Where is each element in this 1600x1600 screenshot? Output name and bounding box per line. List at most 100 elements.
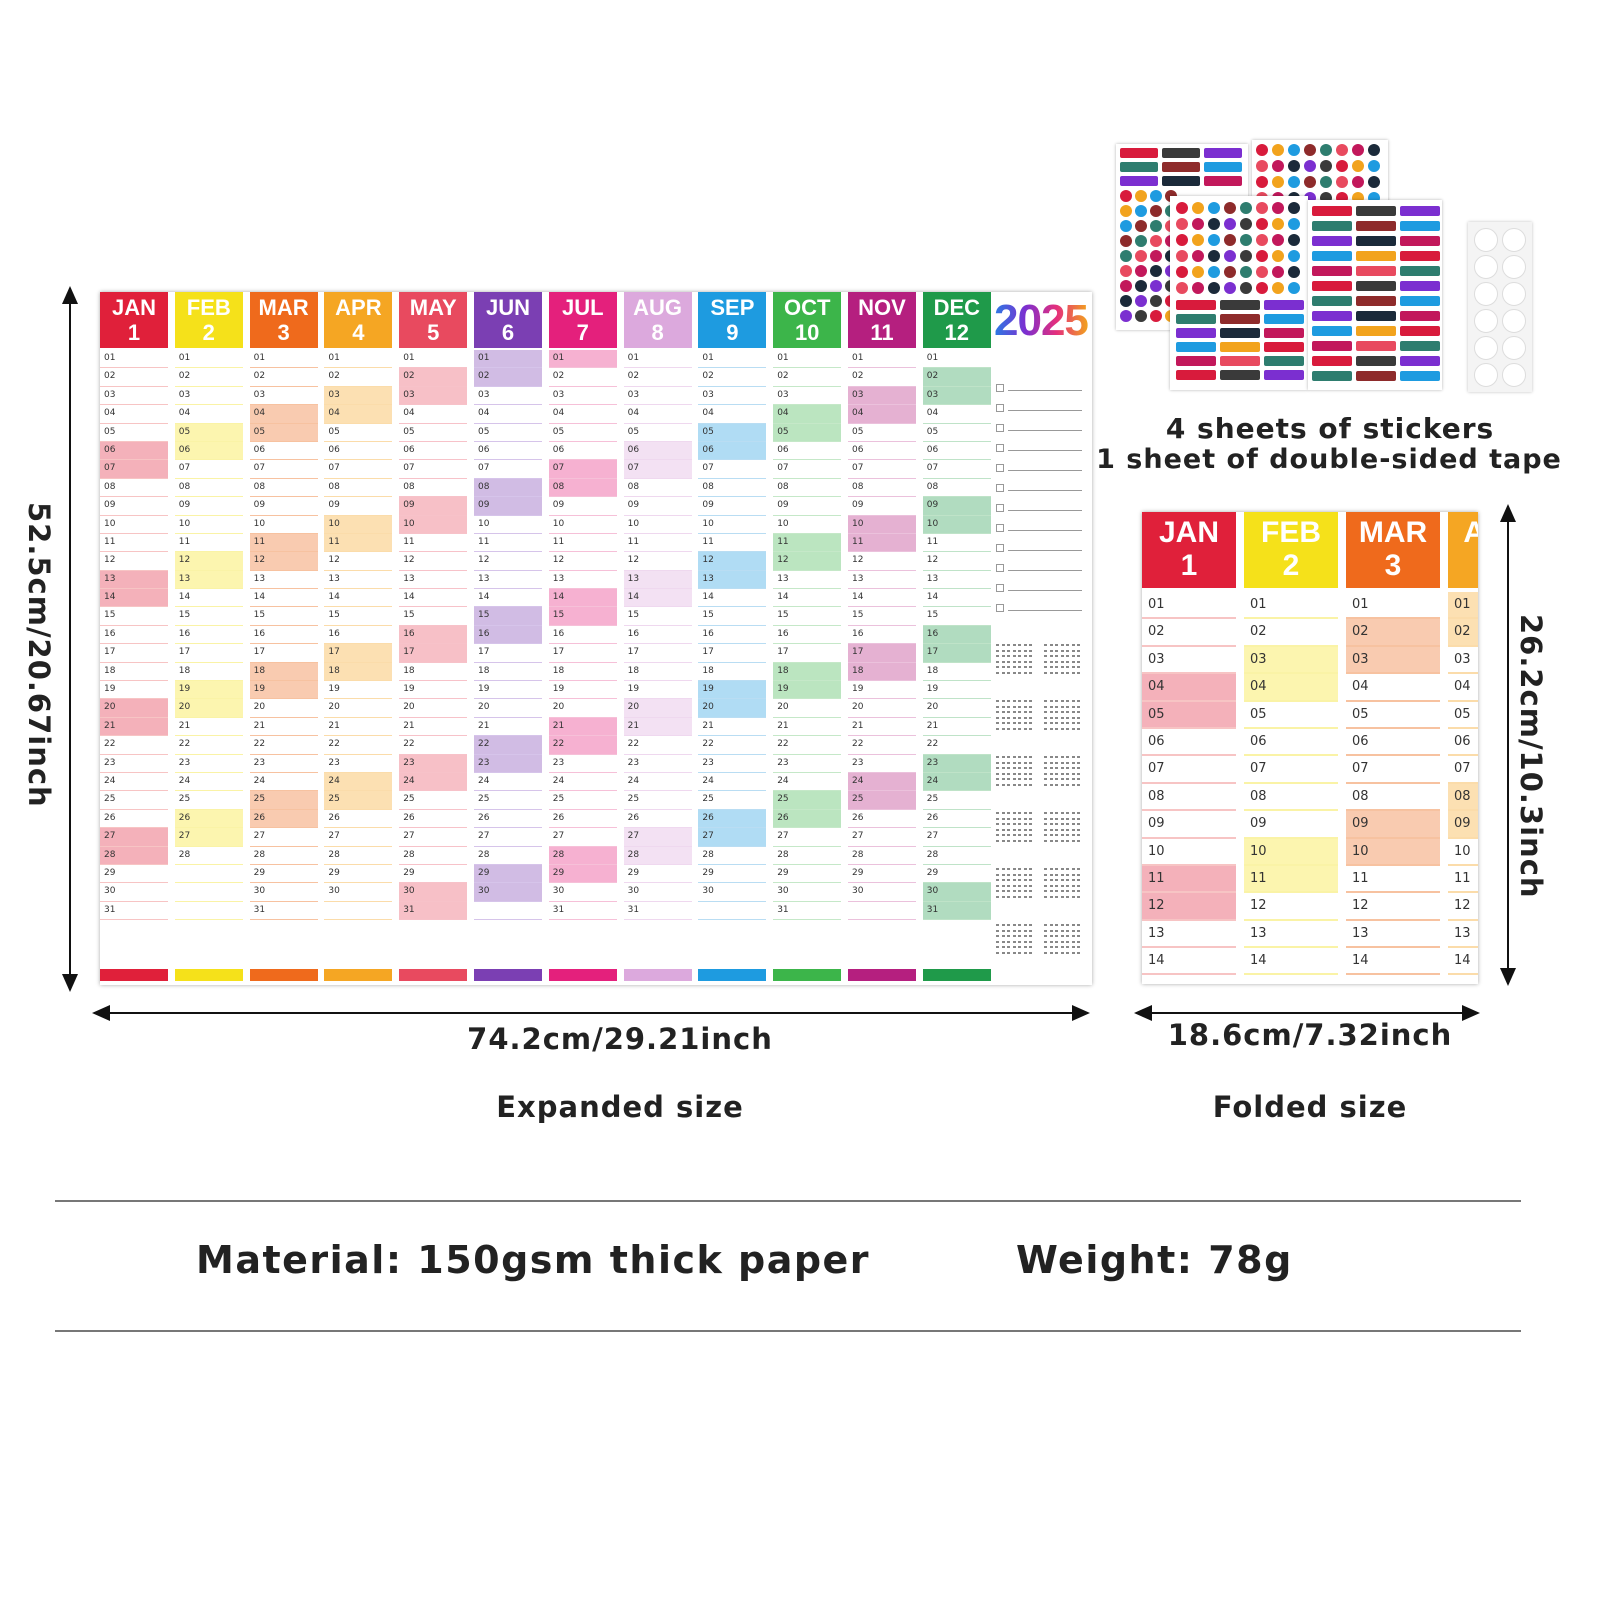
sticker-label xyxy=(1312,266,1352,276)
day-row: 31 xyxy=(773,902,842,921)
day-row: 18 xyxy=(174,663,243,682)
day-row: 28 xyxy=(773,847,842,865)
day-row: 05 xyxy=(1448,702,1478,729)
day-row: 08 xyxy=(548,478,617,498)
sticker-label xyxy=(1356,236,1396,246)
sticker-dot xyxy=(1224,202,1236,214)
month-column-jan: JAN 1 01 02 03 04 05 06 07 08 09 10 11 12 13 14 15 16 17 18… xyxy=(100,292,168,985)
day-row: 04 xyxy=(548,405,617,424)
month-footer-bar xyxy=(848,969,916,981)
sticker-dot xyxy=(1150,250,1162,262)
day-row: 08 xyxy=(848,479,916,498)
sticker-dot xyxy=(1150,190,1162,202)
day-row: 02 xyxy=(474,368,542,387)
day-row: 19 xyxy=(922,681,991,700)
day-row: 06 xyxy=(1346,729,1440,757)
day-row: 29 xyxy=(399,865,468,884)
day-row: 24 xyxy=(922,772,991,792)
day-row: 28 xyxy=(324,847,393,865)
day-row: 20 xyxy=(548,699,617,718)
month-number: 3 xyxy=(277,320,290,345)
day-row: 24 xyxy=(623,773,692,792)
day-row: 07 xyxy=(324,460,393,479)
day-row: 13 xyxy=(1142,921,1236,949)
day-row: 10 xyxy=(1346,838,1440,866)
day-row: 16 xyxy=(698,626,767,645)
day-row: 25 xyxy=(324,791,393,810)
day-row: 24 xyxy=(698,773,767,792)
day-row: 30 xyxy=(623,883,692,902)
day-row: 14 xyxy=(474,589,542,608)
day-row: 12 xyxy=(324,552,393,571)
day-row: 05 xyxy=(399,424,468,442)
sticker-dot xyxy=(1150,295,1162,307)
day-row: 20 xyxy=(249,699,318,718)
day-row: 27 xyxy=(698,828,767,847)
day-row: 26 xyxy=(174,809,243,829)
day-row: 19 xyxy=(623,681,692,700)
day-row: 21 xyxy=(773,718,842,737)
day-row: 07 xyxy=(1244,756,1338,784)
day-row: 06 xyxy=(922,442,991,461)
day-row: 30 xyxy=(399,883,468,902)
sticker-dot xyxy=(1150,235,1162,247)
day-row: 17 xyxy=(474,644,542,663)
month-number: 6 xyxy=(501,320,515,345)
day-row: 25 xyxy=(174,791,243,810)
month-header: MAR 3 xyxy=(249,292,318,348)
day-row: 11 xyxy=(174,534,243,553)
day-row: 14 xyxy=(548,589,617,608)
day-row: 16 xyxy=(100,626,168,645)
day-row: 15 xyxy=(399,607,468,626)
month-number: 9 xyxy=(726,320,739,345)
day-row: 26 xyxy=(698,809,767,829)
sticker-dot xyxy=(1176,282,1188,294)
month-name: FEB xyxy=(1261,516,1321,549)
day-row: 19 xyxy=(474,681,542,700)
day-row: 25 xyxy=(399,791,468,810)
day-row: 14 xyxy=(324,589,393,608)
month-name: SEP xyxy=(710,295,755,320)
sticker-sheet-circles xyxy=(1170,196,1308,390)
day-row: 03 xyxy=(249,387,318,406)
sticker-dot xyxy=(1368,144,1380,156)
day-row: 05 xyxy=(623,424,692,442)
day-row: 01 xyxy=(1244,592,1338,620)
sticker-label xyxy=(1312,206,1352,216)
day-row: 22 xyxy=(698,736,767,755)
day-row: 29 xyxy=(100,865,168,884)
day-row: 22 xyxy=(773,736,842,755)
day-row: 08 xyxy=(773,479,842,498)
day-row: 25 xyxy=(548,791,617,810)
month-column-mar: MAR 3 01 02 03 04 05 06 07 08 09 10 11 12 13 14 15 16 17 18… xyxy=(249,292,318,985)
day-row: 26 xyxy=(399,810,468,829)
day-row: 10 xyxy=(623,516,692,534)
day-row: 22 xyxy=(100,736,168,755)
day-row: 05 xyxy=(1244,702,1338,729)
sticker-dot xyxy=(1135,280,1147,292)
day-row: 28 xyxy=(922,847,991,865)
day-row: 26 xyxy=(922,810,991,829)
day-row: 09 xyxy=(773,497,842,516)
month-name: APR xyxy=(1463,516,1478,549)
day-row: 14 xyxy=(1448,948,1478,976)
day-row: 08 xyxy=(922,479,991,498)
sticker-dot xyxy=(1120,295,1132,307)
day-row: 04 xyxy=(1346,674,1440,702)
day-row: 13 xyxy=(1346,921,1440,949)
note-checkbox-line xyxy=(996,404,1082,414)
day-row: 13 xyxy=(623,570,692,590)
day-row: 23 xyxy=(623,755,692,773)
day-row: 09 xyxy=(249,497,318,516)
sticker-dot xyxy=(1120,310,1132,322)
day-row: 20 xyxy=(698,699,767,718)
day-row: 23 xyxy=(100,755,168,773)
sticker-label xyxy=(1400,356,1440,366)
day-row: 16 xyxy=(174,626,243,645)
day-row: 14 xyxy=(623,589,692,608)
sticker-dot xyxy=(1320,144,1332,156)
day-row: 01 xyxy=(548,350,617,369)
sticker-label xyxy=(1120,176,1158,186)
sticker-dot xyxy=(1272,282,1284,294)
day-row: 02 xyxy=(773,368,842,387)
